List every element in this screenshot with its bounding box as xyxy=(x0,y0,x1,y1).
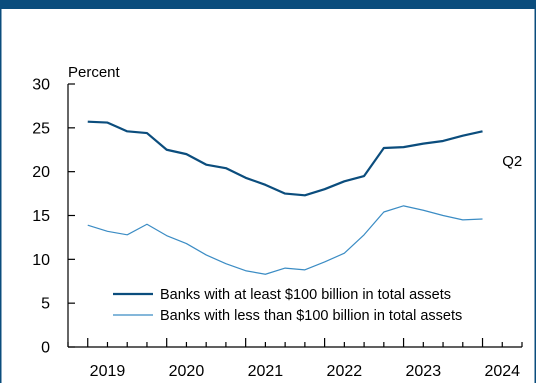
series-line-1 xyxy=(87,120,483,197)
legend-label-series-1: Banks with at least $100 billion in tota… xyxy=(160,287,451,303)
y-axis: 0 5 10 15 20 25 30 xyxy=(32,77,75,357)
annotation-q2: Q2 xyxy=(502,153,522,170)
y-tick-label: 30 xyxy=(32,77,50,94)
y-axis-label: Percent xyxy=(68,64,121,81)
series-line-2 xyxy=(87,205,483,275)
y-tick-label: 15 xyxy=(32,208,50,225)
x-tick-label: 2024 xyxy=(484,363,520,380)
y-tick-label: 10 xyxy=(32,252,50,269)
x-tick-label: 2019 xyxy=(90,363,126,380)
y-tick-label: 25 xyxy=(32,120,50,137)
x-tick-label: 2023 xyxy=(406,363,442,380)
frame-top-bar xyxy=(0,0,536,9)
x-tick-label: 2020 xyxy=(169,363,205,380)
x-axis: 2019 2020 2021 2022 2023 2024 xyxy=(67,338,523,380)
legend: Banks with at least $100 billion in tota… xyxy=(113,287,462,324)
y-tick-label: 5 xyxy=(41,296,50,313)
y-tick-label: 0 xyxy=(41,340,50,357)
x-tick-label: 2022 xyxy=(327,363,363,380)
x-tick-label: 2021 xyxy=(248,363,284,380)
series-lines xyxy=(87,120,483,275)
legend-label-series-2: Banks with less than $100 billion in tot… xyxy=(160,308,462,324)
y-tick-label: 20 xyxy=(32,164,50,181)
